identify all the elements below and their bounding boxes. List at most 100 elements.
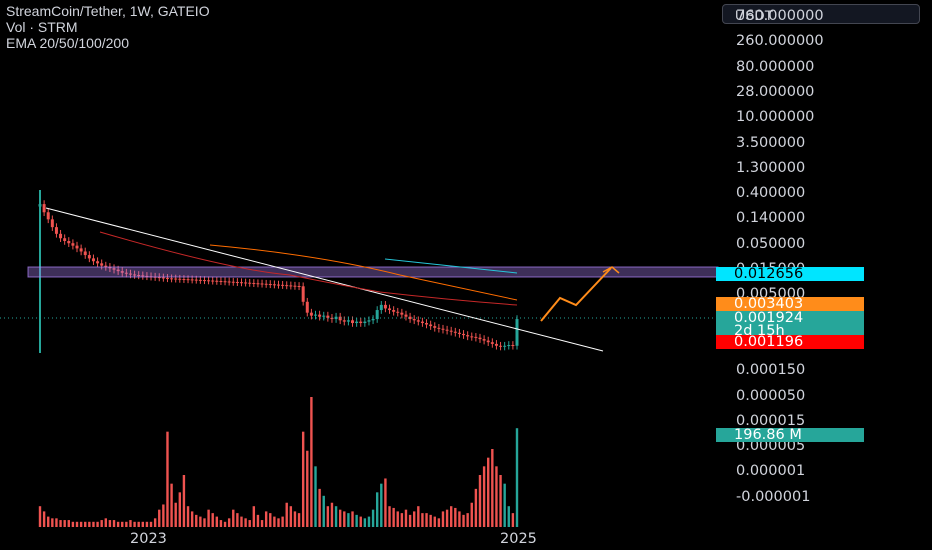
candle-body	[277, 284, 280, 286]
volume-bar	[421, 513, 424, 527]
candle-body	[301, 286, 305, 302]
candle-body	[165, 277, 169, 279]
price-tick: 10.000000	[736, 109, 815, 126]
volume-bar	[153, 518, 157, 527]
candle-body	[474, 336, 478, 338]
volume-bar	[474, 488, 478, 527]
candle-body	[112, 268, 116, 270]
candle-body	[42, 204, 46, 213]
candle-body	[190, 279, 194, 281]
volume-bar	[343, 511, 346, 527]
candle-body	[396, 311, 400, 313]
candle-body	[412, 319, 416, 321]
candle-body	[194, 279, 198, 281]
candle-body	[256, 283, 260, 285]
volume-bar	[42, 511, 46, 527]
candle-body	[326, 315, 330, 318]
last-price-value: 0.001924	[734, 310, 804, 326]
volume-bar	[347, 513, 350, 527]
volume-bar	[125, 521, 128, 527]
candle-body	[59, 233, 63, 239]
candle-body	[54, 227, 58, 234]
volume-bar	[252, 506, 256, 527]
price-tick: 0.050000	[736, 235, 806, 252]
volume-bar	[277, 518, 280, 527]
last-price-badge: 0.001924 2d 15h	[716, 311, 864, 339]
volume-bar	[158, 509, 161, 527]
volume-bar	[306, 450, 309, 527]
candle-body	[100, 263, 104, 266]
volume-bar	[190, 511, 194, 527]
volume-bar	[178, 492, 182, 527]
candle-body	[466, 335, 470, 337]
volume-bar	[363, 518, 367, 527]
volume-bar	[334, 506, 338, 527]
volume-bar	[92, 521, 95, 527]
volume-indicator-label[interactable]: Vol · STRM	[6, 19, 78, 35]
projection-arrow	[540, 267, 612, 322]
volume-bar	[425, 513, 428, 527]
ema-price-badge: 0.003403	[716, 297, 864, 311]
candle-body	[351, 320, 355, 324]
price-axis[interactable]: 760.000000 260.000000 80.000000 28.000000 10…	[718, 0, 932, 550]
candle-body	[67, 241, 71, 244]
volume-bar	[314, 466, 317, 527]
volume-bar	[289, 506, 293, 527]
low-price-value: 0.001196	[734, 334, 804, 350]
volume-bar	[174, 502, 177, 527]
candle-body	[429, 324, 433, 327]
volume-bar	[63, 520, 66, 527]
volume-bar	[367, 516, 371, 527]
volume-bar	[137, 521, 140, 527]
volume-bar	[248, 520, 251, 527]
volume-bar	[412, 511, 416, 527]
symbol-title[interactable]: StreamCoin/Tether, 1W, GATEIO	[6, 3, 210, 19]
volume-bar	[182, 475, 186, 527]
volume-bar	[232, 509, 235, 527]
candle-body	[79, 248, 83, 252]
chart-legend: StreamCoin/Tether, 1W, GATEIO Vol · STRM…	[6, 3, 210, 51]
candle-body	[198, 279, 202, 281]
candle-body	[161, 277, 165, 279]
volume-bar	[96, 521, 99, 527]
price-tick: 1.300000	[736, 159, 806, 176]
bar-countdown: 2d 15h	[734, 323, 785, 339]
volume-bar	[145, 521, 149, 527]
volume-bar	[326, 506, 330, 527]
candle-body	[408, 316, 412, 320]
volume-bar	[466, 513, 469, 527]
volume-bar	[433, 516, 436, 527]
price-tick: 260.000000	[736, 33, 824, 50]
currency-button[interactable]: USDT	[722, 4, 920, 24]
candle-body	[63, 238, 67, 242]
candle-body	[449, 330, 453, 332]
candle-body	[207, 280, 211, 282]
candle-body	[248, 282, 252, 284]
volume-bar	[515, 428, 519, 527]
ema-line-200	[209, 244, 518, 301]
candle-body	[400, 312, 404, 315]
volume-bar	[462, 514, 465, 527]
candle-body	[494, 343, 498, 346]
candle-body	[244, 282, 248, 284]
volume-bar	[281, 516, 284, 527]
volume-bar	[256, 514, 260, 527]
candle-body	[83, 251, 87, 256]
candle-body	[309, 312, 313, 316]
ema-line-100	[99, 231, 518, 306]
volume-bar	[100, 520, 103, 527]
candle-body	[231, 281, 235, 283]
candle-body	[425, 323, 429, 325]
volume-bar	[384, 478, 387, 527]
candle-body	[437, 327, 441, 329]
volume-bar	[79, 521, 83, 527]
volume-bar	[133, 521, 136, 527]
ema-indicator-label[interactable]: EMA 20/50/100/200	[6, 35, 129, 51]
candle-body	[511, 345, 515, 347]
candle-body	[235, 281, 239, 283]
candle-body	[445, 329, 449, 331]
candle-body	[124, 272, 128, 274]
volume-bar	[195, 514, 198, 527]
volume-bar	[503, 483, 506, 527]
